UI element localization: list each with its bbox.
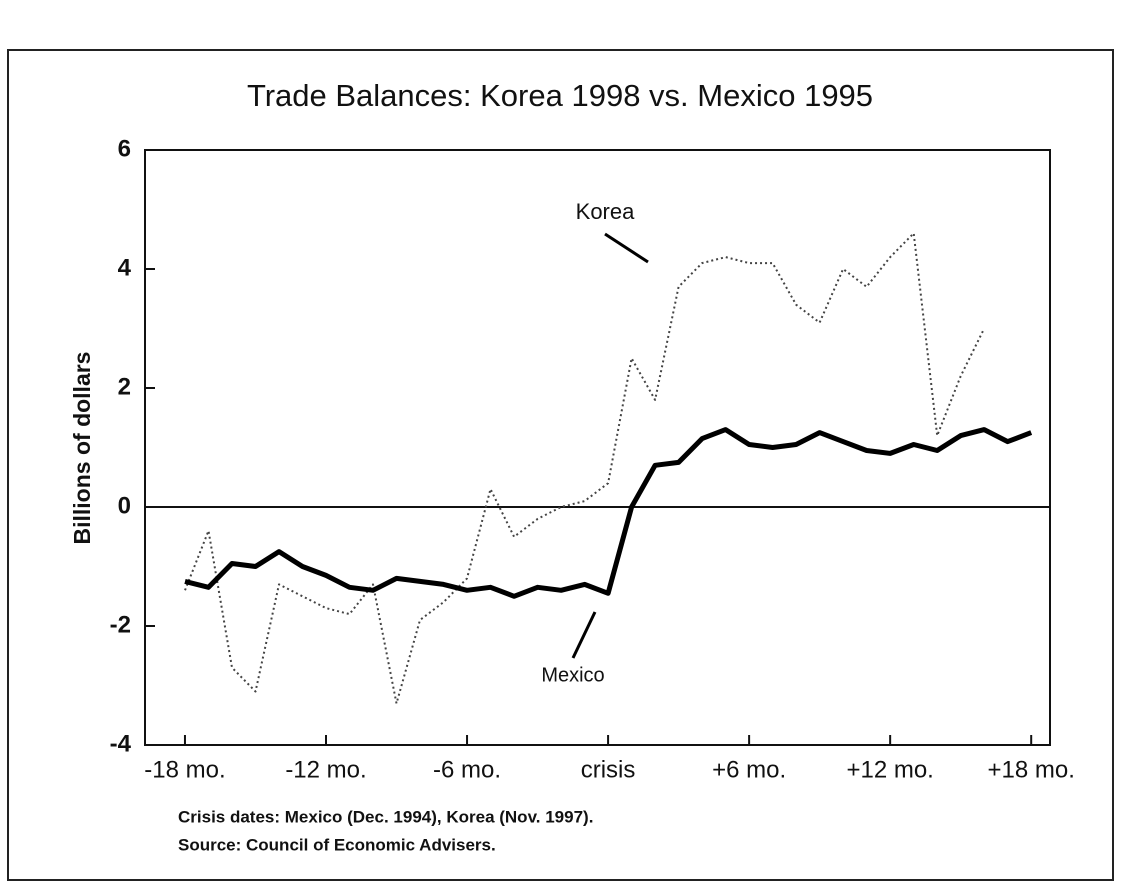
series-label: Korea (576, 199, 635, 224)
note: Source: Council of Economic Advisers. (178, 835, 496, 854)
y-axis-label: Billions of dollars (69, 352, 95, 545)
x-tick-label: +6 mo. (712, 756, 786, 783)
chart-title: Trade Balances: Korea 1998 vs. Mexico 19… (247, 78, 873, 113)
y-tick-label: -2 (110, 611, 131, 638)
y-tick-label: 2 (118, 373, 131, 400)
x-tick-label: -18 mo. (144, 756, 225, 783)
x-tick-label: -12 mo. (285, 756, 366, 783)
y-tick-label: 0 (118, 492, 131, 519)
frame (7, 49, 1114, 881)
x-tick-label: crisis (581, 756, 636, 783)
arrow (604, 232, 649, 264)
arrow (571, 611, 597, 659)
series-label: Mexico (541, 664, 604, 686)
series-line (184, 427, 1033, 599)
plot-area (144, 149, 1051, 746)
x-tick-label: +18 mo. (987, 756, 1074, 783)
y-tick-label: -4 (110, 730, 132, 757)
x-tick-label: +12 mo. (846, 756, 933, 783)
x-tick-label: -6 mo. (433, 756, 501, 783)
note: Crisis dates: Mexico (Dec. 1994), Korea … (178, 807, 593, 826)
y-tick-label: 4 (118, 254, 132, 281)
y-tick-label: 6 (118, 135, 131, 162)
